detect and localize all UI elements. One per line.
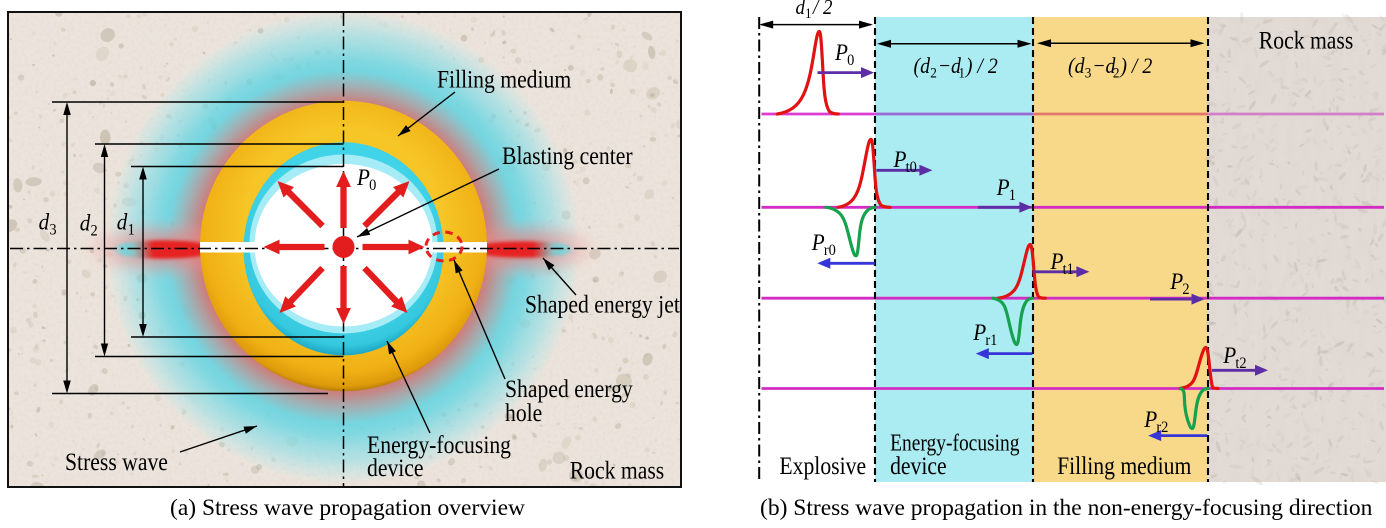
svg-text:r2: r2 — [1156, 418, 1168, 436]
svg-text:P: P — [356, 164, 370, 190]
svg-text:Filling medium: Filling medium — [1057, 452, 1192, 480]
svg-text:d: d — [117, 208, 128, 234]
svg-text:3: 3 — [1085, 65, 1092, 82]
svg-text:hole: hole — [505, 399, 542, 427]
svg-text:Energy-focusing: Energy-focusing — [890, 428, 1019, 456]
svg-text:Blasting center: Blasting center — [502, 142, 633, 170]
svg-text:−d: −d — [938, 53, 962, 78]
svg-text:Explosive: Explosive — [779, 452, 866, 480]
svg-text:1: 1 — [805, 5, 812, 21]
svg-text:0: 0 — [369, 176, 377, 194]
svg-text:Stress wave: Stress wave — [65, 448, 168, 476]
svg-text:P: P — [1050, 248, 1064, 274]
svg-text:/ 2: / 2 — [812, 0, 832, 19]
svg-text:device: device — [367, 454, 424, 482]
svg-text:(d: (d — [914, 53, 931, 78]
svg-text:1: 1 — [1009, 186, 1016, 204]
svg-text:P: P — [1143, 406, 1157, 432]
svg-text:Energy-focusing: Energy-focusing — [367, 431, 511, 459]
svg-text:3: 3 — [49, 221, 57, 239]
svg-text:1: 1 — [958, 65, 965, 82]
svg-text:Filling medium: Filling medium — [437, 66, 572, 94]
svg-text:r1: r1 — [985, 331, 997, 349]
svg-text:t0: t0 — [906, 158, 918, 176]
svg-text:t2: t2 — [1235, 354, 1246, 372]
svg-text:d: d — [39, 208, 50, 234]
svg-text:d: d — [80, 209, 91, 235]
svg-text:1: 1 — [128, 221, 135, 239]
svg-text:P: P — [893, 146, 907, 172]
svg-text:d: d — [796, 0, 806, 19]
svg-text:P: P — [811, 229, 825, 255]
svg-text:) / 2: ) / 2 — [1119, 53, 1152, 78]
svg-text:Shaped energy: Shaped energy — [505, 375, 633, 403]
svg-text:2: 2 — [930, 65, 937, 82]
svg-text:P: P — [972, 319, 986, 345]
svg-text:−d: −d — [1092, 53, 1116, 78]
svg-text:Rock mass: Rock mass — [570, 457, 664, 485]
svg-text:) / 2: ) / 2 — [965, 53, 998, 78]
svg-text:P: P — [1169, 268, 1183, 294]
svg-text:r0: r0 — [824, 241, 836, 259]
svg-text:P: P — [996, 174, 1010, 200]
svg-text:t1: t1 — [1063, 260, 1074, 278]
svg-text:device: device — [890, 452, 947, 480]
svg-text:2: 2 — [91, 222, 98, 240]
svg-text:2: 2 — [1182, 280, 1189, 298]
svg-text:Shaped energy jet: Shaped energy jet — [525, 291, 680, 319]
svg-text:P: P — [1222, 342, 1236, 368]
svg-text:P: P — [834, 39, 848, 65]
svg-text:(d: (d — [1068, 53, 1085, 78]
svg-text:2: 2 — [1113, 65, 1120, 82]
svg-text:Rock mass: Rock mass — [1259, 27, 1353, 55]
svg-text:0: 0 — [847, 51, 855, 69]
